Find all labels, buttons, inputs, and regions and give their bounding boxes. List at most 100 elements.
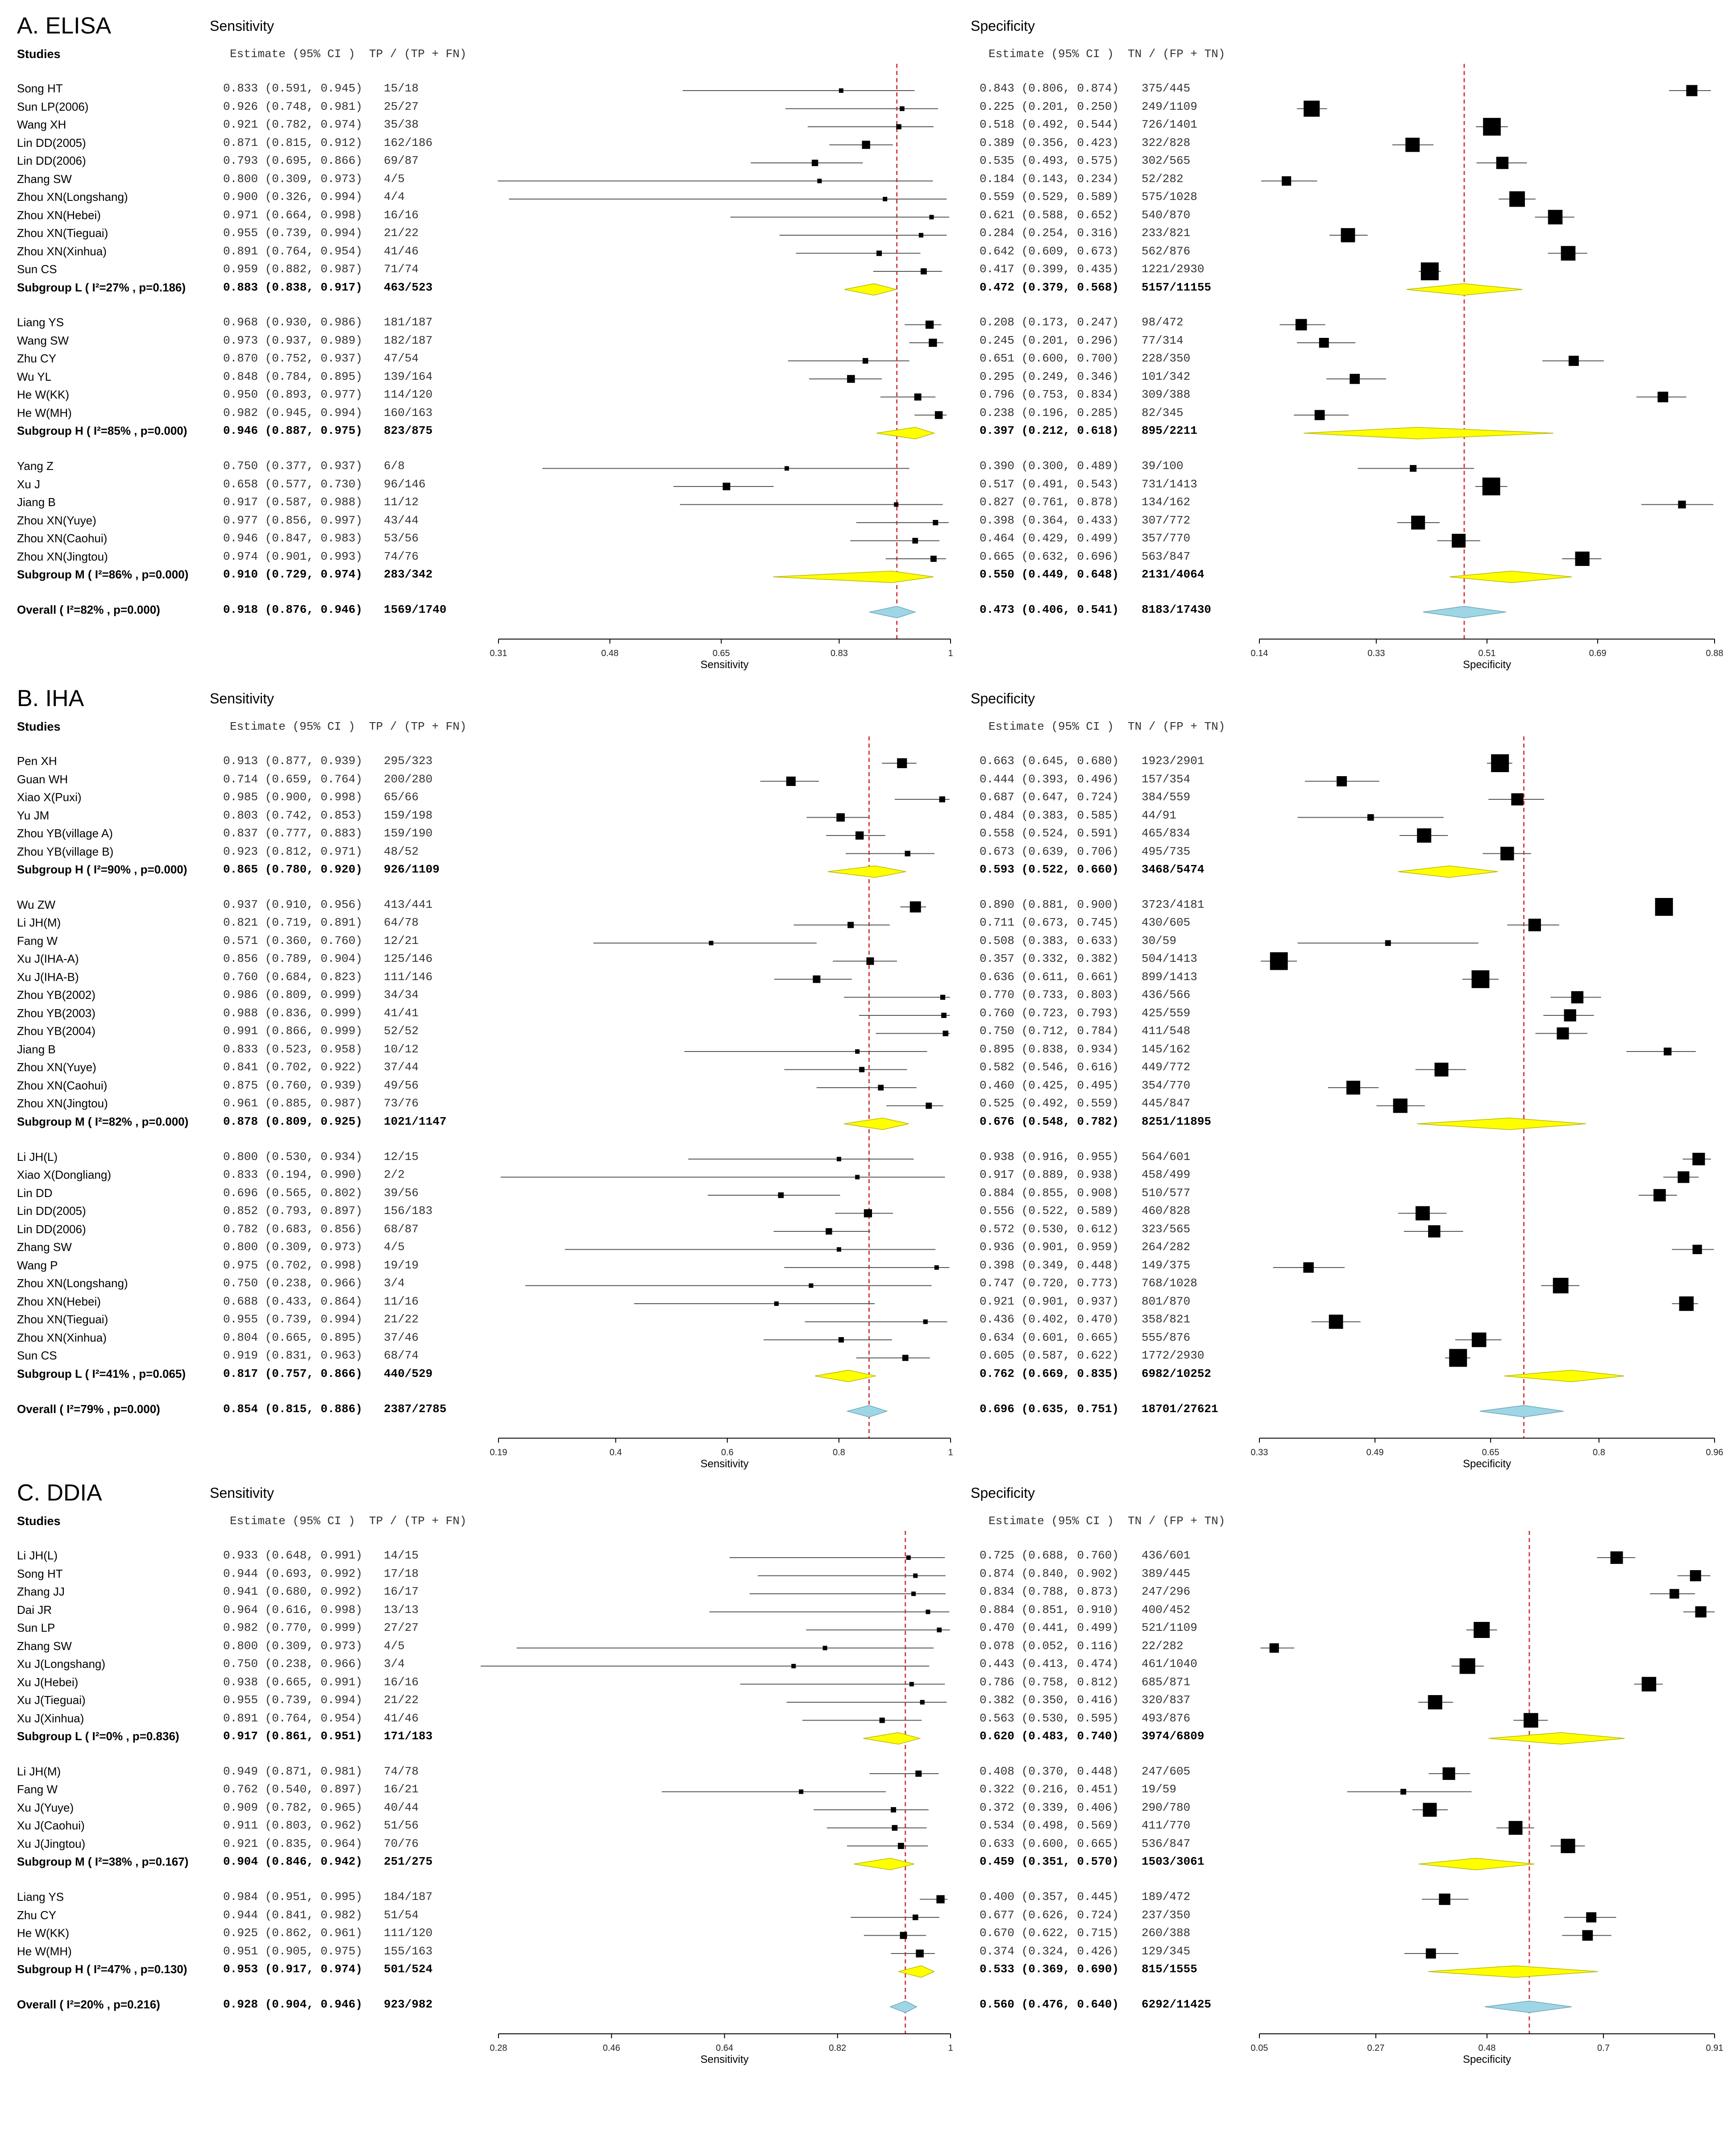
sensitivity-estimate: 0.953 (0.917, 0.974) [223, 1962, 363, 1976]
specificity-counts: 495/735 [1142, 844, 1191, 858]
study-row: Xu J(Longshang) 0.750 (0.238, 0.966) 3/4 0.… [0, 1657, 1736, 1675]
specificity-estimate: 0.938 (0.916, 0.955) [980, 1150, 1119, 1164]
specificity-estimate: 0.651 (0.600, 0.700) [980, 352, 1119, 366]
point-estimate-square [1524, 1713, 1538, 1728]
forest-panel: C. DDIA Sensitivity Specificity Studies Esti… [0, 1480, 1736, 2149]
point-estimate-square [1385, 940, 1391, 946]
point-estimate-square [892, 1825, 898, 1831]
specificity-counts: 323/565 [1142, 1222, 1191, 1236]
subgroup-diamond [814, 1370, 876, 1382]
point-estimate-square [813, 975, 821, 983]
study-name: Zhou XN(Caohui) [17, 532, 108, 545]
sensitivity-counts: 15/18 [384, 82, 419, 95]
sensitivity-estimate: 0.977 (0.856, 0.997) [223, 513, 363, 527]
sensitivity-estimate: 0.949 (0.871, 0.981) [223, 1764, 363, 1778]
sensitivity-estimate: 0.762 (0.540, 0.897) [223, 1783, 363, 1796]
sensitivity-estimate: 0.968 (0.930, 0.986) [223, 316, 363, 329]
point-estimate-square [1474, 1622, 1490, 1638]
sensitivity-estimate: 0.878 (0.809, 0.925) [223, 1114, 363, 1128]
sensitivity-estimate: 0.959 (0.882, 0.987) [223, 262, 363, 276]
overall-diamond [1485, 2000, 1572, 2013]
subgroup-diamond [876, 427, 935, 440]
sensitivity-counts: 49/56 [384, 1078, 419, 1092]
study-name: Liang YS [17, 316, 64, 329]
specificity-estimate: 0.295 (0.249, 0.346) [980, 370, 1119, 383]
subgroup-diamond [1418, 1858, 1535, 1871]
study-name: Xu J(Yuye) [17, 1800, 74, 1814]
study-row: Zhou XN(Yuye) 0.841 (0.702, 0.922) 37/44 0.… [0, 1060, 1736, 1078]
x-tick-label: 0.96 [1706, 1447, 1724, 1457]
x-tick-label: 0.69 [1589, 648, 1607, 658]
specificity-counts: 801/870 [1142, 1294, 1191, 1308]
point-estimate-square [1417, 828, 1432, 843]
point-estimate-square [1400, 1789, 1407, 1795]
sensitivity-estimate: 0.714 (0.659, 0.764) [223, 772, 363, 786]
study-row: Xu J(Yuye) 0.909 (0.782, 0.965) 40/44 0.372… [0, 1801, 1736, 1819]
point-estimate-square [1582, 1930, 1593, 1941]
x-axis-title: Sensitivity [700, 1458, 748, 1470]
point-estimate-square [1367, 814, 1374, 821]
sensitivity-counts: 39/56 [384, 1186, 419, 1200]
sensitivity-counts: 73/76 [384, 1097, 419, 1110]
sensitivity-counts: 1569/1740 [384, 603, 447, 617]
subgroup-row: Subgroup M ( I²=38% , p=0.167) 0.904 (0.8… [0, 1855, 1736, 1873]
study-name: Lin DD [17, 1186, 53, 1200]
sensitivity-estimate: 0.982 (0.945, 0.994) [223, 406, 363, 420]
sensitivity-estimate: 0.696 (0.565, 0.802) [223, 1186, 363, 1200]
sensitivity-counts: 11/12 [384, 495, 419, 509]
specificity-estimate: 0.374 (0.324, 0.426) [980, 1944, 1119, 1958]
specificity-counts: 302/565 [1142, 154, 1191, 167]
sensitivity-counts: 74/76 [384, 549, 419, 563]
study-row: Sun LP(2006) 0.926 (0.748, 0.981) 25/27 0.2… [0, 100, 1736, 118]
point-estimate-square [1528, 919, 1541, 931]
specificity-counts: 44/91 [1142, 808, 1177, 822]
specificity-estimate: 0.472 (0.379, 0.568) [980, 280, 1119, 294]
x-tick-label: 0.7 [1597, 2043, 1610, 2053]
sensitivity-heading: Sensitivity [210, 1485, 274, 1501]
sensitivity-estimate: 0.870 (0.752, 0.937) [223, 352, 363, 366]
study-name: Jiang B [17, 495, 56, 509]
specificity-counts: 101/342 [1142, 370, 1191, 383]
sensitivity-counts: 41/46 [384, 244, 419, 258]
study-row: Zhang SW 0.800 (0.309, 0.973) 4/5 0.936 (0.… [0, 1240, 1736, 1258]
point-estimate-square [909, 1682, 914, 1687]
study-name: Zhou XN(Tieguai) [17, 226, 108, 240]
point-estimate-square [1337, 776, 1347, 786]
specificity-estimate: 0.620 (0.483, 0.740) [980, 1729, 1119, 1743]
specificity-counts: 375/445 [1142, 82, 1191, 95]
specificity-estimate: 0.322 (0.216, 0.451) [980, 1783, 1119, 1796]
point-estimate-square [864, 1209, 872, 1218]
point-estimate-square [1692, 1152, 1705, 1165]
point-estimate-square [926, 1609, 930, 1614]
point-estimate-square [1553, 1278, 1569, 1293]
point-estimate-square [1575, 551, 1590, 566]
sensitivity-counts: 463/523 [384, 280, 433, 294]
x-tick-label: 0.48 [601, 648, 619, 658]
specificity-counts: 436/566 [1142, 988, 1191, 1002]
specificity-estimate: 0.550 (0.449, 0.648) [980, 568, 1119, 582]
specificity-counts: 555/876 [1142, 1330, 1191, 1344]
study-name: Xu J(Jingtou) [17, 1837, 86, 1850]
specificity-estimate: 0.556 (0.522, 0.589) [980, 1204, 1119, 1218]
specificity-counts: 384/559 [1142, 790, 1191, 804]
point-estimate-square [878, 1085, 884, 1091]
specificity-counts: 307/772 [1142, 513, 1191, 527]
subgroup-row: Subgroup M ( I²=82% , p=0.000) 0.878 (0.8… [0, 1115, 1736, 1133]
x-tick-label: 0.82 [829, 2043, 846, 2053]
sensitivity-counts: 21/22 [384, 1313, 419, 1326]
point-estimate-square [1664, 1047, 1672, 1056]
sensitivity-counts: 125/146 [384, 952, 433, 966]
sensitivity-estimate: 0.955 (0.739, 0.994) [223, 226, 363, 240]
specificity-column-header: Estimate (95% CI ) TN / (FP + TN) [988, 47, 1225, 61]
sensitivity-estimate: 0.917 (0.587, 0.988) [223, 495, 363, 509]
point-estimate-square [911, 1592, 916, 1596]
specificity-counts: 461/1040 [1142, 1657, 1197, 1671]
study-name: Guan WH [17, 772, 68, 786]
point-estimate-square [940, 994, 946, 1000]
study-row: Lin DD 0.696 (0.565, 0.802) 39/56 0.884 (0.… [0, 1186, 1736, 1204]
sensitivity-counts: 41/41 [384, 1006, 419, 1020]
point-estimate-square [937, 1627, 942, 1633]
sensitivity-counts: 16/16 [384, 208, 419, 222]
specificity-counts: 22/282 [1142, 1639, 1184, 1653]
sensitivity-counts: 65/66 [384, 790, 419, 804]
